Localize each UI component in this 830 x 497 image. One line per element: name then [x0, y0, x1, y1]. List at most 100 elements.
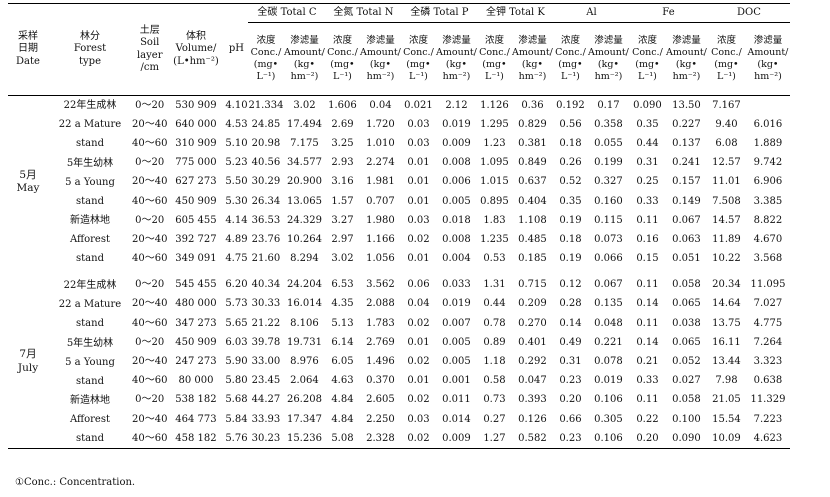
table-cell: 30.23: [248, 429, 284, 450]
table-row: 7月 July 22年生成林 22 a Mature stand 0～20 545 455 6…: [8, 275, 790, 450]
table-cell: 0.14: [636, 336, 659, 348]
table-cell: 0.28: [559, 298, 582, 310]
table-cell: 0.26: [559, 157, 582, 169]
table-cell: 0.011: [442, 394, 471, 406]
table-cell: 14.64: [712, 298, 741, 310]
table-cell: 5.73: [225, 298, 248, 310]
table-cell: 21.05: [712, 394, 741, 406]
table-cell: 10.22: [712, 253, 741, 265]
table-cell: 11.01: [712, 176, 741, 188]
header-line: (mg•: [330, 59, 355, 70]
table-cell: 20～40: [132, 233, 168, 245]
table-cell: 0.192: [553, 95, 588, 116]
table-cell: 26.34: [251, 195, 281, 207]
table-cell: 8.106: [290, 317, 319, 329]
forest-type-cell: 22年生成林 22 a Mature stand: [48, 94, 132, 154]
header-layer: 土层 Soil layer/cm: [132, 3, 168, 96]
table-cell: 0.019: [594, 375, 623, 387]
table-cell: 0.15: [636, 253, 659, 265]
table-cell: 450 909: [175, 336, 217, 348]
table-cell: 0.11: [636, 317, 659, 329]
table-cell: 0.227: [672, 118, 701, 130]
header-line: 浓度: [408, 35, 428, 47]
table-row: 新造林地 Afforest stand 0～20 605 455 4.14 36.53 24.…: [8, 211, 790, 264]
header-line: stand: [76, 375, 104, 387]
table-row: 5年生幼林 5 a Young stand 0～20 775 000 5.23 40.56 3…: [8, 154, 790, 207]
table-cell: 0.73: [483, 394, 506, 406]
table-cell: 2.93: [331, 157, 354, 169]
table-cell: 0.008: [442, 233, 471, 245]
table-cell: 1.126: [477, 95, 512, 116]
table-cell: 0.047: [518, 375, 547, 387]
table-row: 40～60 349 091 4.75 21.60 8.294 3.02 1.056 0.01 0…: [8, 250, 790, 269]
header-line: hm⁻²): [754, 70, 782, 82]
header-line: 采样: [18, 30, 38, 42]
header-line: (kg•: [675, 59, 698, 70]
header-line: 新造林地: [70, 215, 110, 227]
header-line: (kg•: [521, 59, 544, 70]
data-table: 采样 日期 Date 林分 Forest type 土层 Soil layer/cm 体积 Volu…: [8, 3, 791, 450]
table-cell: 0.35: [636, 118, 659, 130]
header-line: Amount/: [747, 47, 789, 59]
table-cell: 0.055: [594, 137, 623, 149]
table-cell: 44.27: [251, 394, 281, 406]
table-cell: 247 273: [175, 356, 217, 368]
table-cell: 13.065: [286, 195, 322, 207]
table-cell: 2.769: [366, 336, 395, 348]
header-line: 22年生成林: [63, 279, 117, 291]
table-cell: 5.13: [331, 317, 354, 329]
table-cell: 0.01: [407, 253, 430, 265]
forest-type-cell: 新造林地 Afforest stand: [48, 390, 132, 450]
table-cell: 21.60: [251, 253, 281, 265]
table-cell: 4.10: [224, 95, 249, 116]
table-cell: 0.12: [559, 279, 582, 291]
table-cell: 0～20: [132, 95, 168, 116]
table-cell: 20～40: [132, 356, 168, 368]
header-line: type: [79, 55, 101, 67]
table-cell: 4.84: [331, 394, 354, 406]
header-line: L⁻¹): [717, 70, 736, 82]
table-cell: 15.236: [283, 429, 326, 450]
header-line: 林分: [80, 30, 100, 42]
header-line: Afforest: [69, 414, 111, 426]
table-cell: 640 000: [175, 118, 217, 130]
table-cell: 1.980: [366, 214, 395, 226]
header-line: May: [16, 182, 40, 195]
table-cell: 0.393: [518, 394, 547, 406]
header-line: hm⁻²): [442, 70, 471, 82]
table-cell: 40～60: [132, 137, 168, 149]
header-line: 22 a Mature: [58, 119, 122, 131]
header-line: Amount/: [666, 47, 707, 59]
table-cell: 20～40: [132, 298, 168, 310]
table-cell: 530 909: [167, 95, 225, 116]
table-cell: 0.401: [518, 336, 547, 348]
header-row-units: 浓度 Conc./(mg• L⁻¹) 渗滤量 Amount/(kg• hm⁻²) 浓度 Con…: [8, 22, 791, 96]
table-cell: 0.135: [594, 298, 623, 310]
table-cell: 13.44: [712, 356, 741, 368]
header-amount: 渗滤量 Amount/(kg• hm⁻²): [587, 22, 630, 96]
table-cell: 0.895: [480, 195, 509, 207]
header-line: L⁻¹): [256, 70, 276, 82]
table-row: 20～40 640 000 4.53 24.85 17.494 2.69 1.720 0.03…: [8, 115, 790, 134]
table-cell: 12.57: [712, 157, 741, 169]
header-conc: 浓度 Conc./(mg• L⁻¹): [401, 22, 436, 96]
table-cell: 20～40: [132, 176, 168, 188]
table-cell: 1.108: [518, 214, 547, 226]
header-conc: 浓度 Conc./(mg• L⁻¹): [325, 22, 360, 96]
table-cell: 0.11: [636, 214, 659, 226]
table-row: 40～60 310 909 5.10 20.98 7.175 3.25 1.010 0.03 0…: [8, 134, 790, 153]
header-line: Conc./: [327, 47, 358, 59]
table-cell: 20～40: [132, 413, 168, 425]
table-cell: 30.33: [251, 298, 281, 310]
table-cell: 13.50: [665, 95, 708, 116]
table-cell: 310 909: [175, 137, 217, 149]
header-group: Fe: [629, 3, 708, 23]
table-cell: 0.582: [511, 429, 554, 450]
table-cell: 7.027: [753, 298, 783, 310]
header-line: 5月: [19, 168, 37, 181]
table-cell: 0.638: [753, 375, 783, 387]
table-cell: 0.707: [366, 195, 395, 207]
table-cell: 3.568: [753, 253, 783, 265]
table-cell: 0.25: [636, 176, 659, 188]
header-line: /cm: [140, 62, 159, 73]
